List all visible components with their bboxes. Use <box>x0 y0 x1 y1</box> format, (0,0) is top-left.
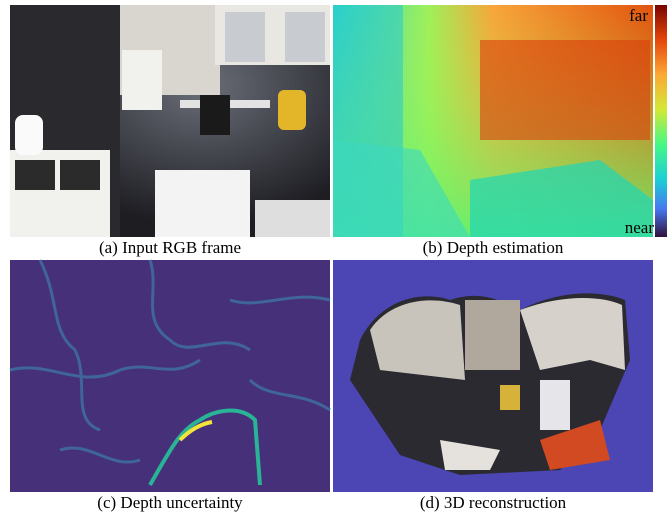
colorbar-bottom-label: near <box>625 218 655 237</box>
uncertainty-panel <box>9 259 331 492</box>
rgb-panel <box>10 5 330 237</box>
colorbar-top-label: far <box>629 6 648 25</box>
caption: (d) 3D reconstruction <box>420 493 567 512</box>
depth-panel: far near <box>333 5 667 237</box>
caption: (a) Input RGB frame <box>99 238 241 257</box>
caption: (c) Depth uncertainty <box>97 493 243 512</box>
colorbar <box>655 5 667 237</box>
caption: (b) Depth estimation <box>423 238 564 257</box>
reconstruction-panel <box>333 260 653 492</box>
